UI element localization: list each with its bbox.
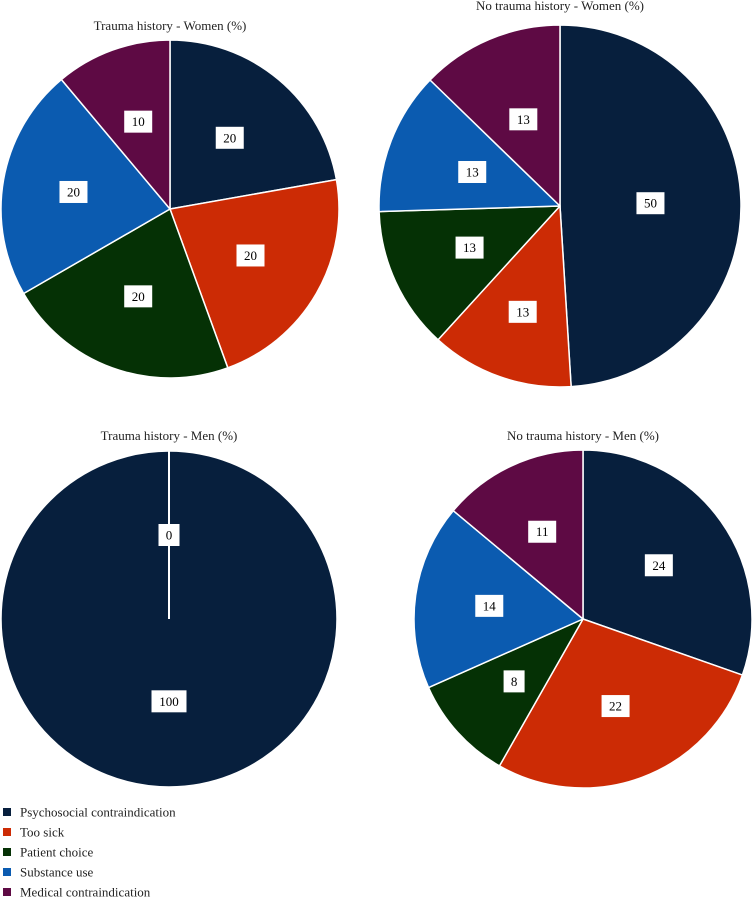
data-label: 13 [455,236,484,259]
pie-chart-3: Trauma history - Men (%) 100 0 [0,428,338,788]
data-label: 20 [59,180,88,203]
data-label-box [124,110,153,133]
data-label: 24 [644,554,673,577]
data-label-box [636,192,665,215]
data-label-text: 13 [463,240,476,255]
legend-item-patient-choice: Patient choice [3,845,94,860]
chart-title: No trauma history - Women (%) [476,0,644,13]
legend: Psychosocial contraindication Too sick Pat… [3,805,176,898]
data-label-box [158,524,180,546]
data-label-text: 22 [609,699,622,714]
pie-slice-psychosocial-contraindication [169,39,338,210]
pie-slice-medical-contraindication [60,39,171,210]
data-label: 20 [124,285,153,308]
pie-slice-too-sick [437,205,572,388]
pie-charts: Trauma history - Women (%) 20 20 20 20 10 No t… [0,0,752,789]
data-label: 100 [151,690,187,713]
data-label-box [644,554,673,577]
legend-swatch [3,808,11,816]
legend-label: Patient choice [20,845,94,860]
data-label: 13 [508,300,537,323]
pie-chart-4: No trauma history - Men (%) 24 22 8 14 11 [413,428,752,789]
data-label-box [508,300,537,323]
data-label-box [215,126,244,149]
data-label-text: 14 [483,598,497,613]
data-label-text: 0 [166,528,173,543]
pie-chart-1: Trauma history - Women (%) 20 20 20 20 10 [0,18,340,379]
data-label-text: 13 [516,304,529,319]
data-label-text: 11 [536,524,549,539]
legend-item-medical-contraindication: Medical contraindication [3,885,151,898]
data-label-box [151,690,187,713]
data-label: 0 [158,524,180,546]
data-label-text: 100 [159,694,179,709]
data-label-text: 20 [132,289,145,304]
legend-swatch [3,888,11,896]
pie-slice-medical-contraindication [452,449,584,620]
data-label: 13 [458,160,487,183]
data-label-box [528,520,557,543]
legend-label: Psychosocial contraindication [20,805,176,820]
data-label: 8 [503,670,525,693]
pie-slice-patient-choice [378,205,561,341]
legend-swatch [3,868,11,876]
data-label-text: 10 [132,114,145,129]
data-label-box [509,108,538,131]
data-label: 20 [236,244,265,267]
data-label-box [475,594,504,617]
data-label-text: 20 [223,130,236,145]
data-label-box [601,695,630,718]
data-label: 22 [601,695,630,718]
data-label: 10 [124,110,153,133]
chart-title: Trauma history - Women (%) [94,18,247,33]
legend-item-too-sick: Too sick [3,825,65,840]
legend-label: Medical contraindication [20,885,151,898]
data-label-text: 20 [67,184,80,199]
pie-slice-too-sick [169,178,340,369]
data-label-text: 13 [517,112,530,127]
legend-label: Too sick [20,825,65,840]
legend-swatch [3,828,11,836]
data-label-box [503,670,525,693]
legend-item-psychosocial-contraindication: Psychosocial contraindication [3,805,176,820]
data-label: 50 [636,192,665,215]
data-label-text: 50 [644,196,657,211]
data-label: 14 [475,594,504,617]
pie-slice-medical-contraindication [429,24,561,207]
data-label-text: 24 [652,558,666,573]
data-label-box [124,285,153,308]
pie-chart-2: No trauma history - Women (%) 50 13 13 13 13 [378,0,742,388]
pie-slice-substance-use [378,79,561,213]
data-label-text: 20 [244,248,257,263]
chart-title: No trauma history - Men (%) [507,428,659,443]
data-label: 20 [215,126,244,149]
data-label-text: 13 [466,164,479,179]
data-label: 11 [528,520,557,543]
data-label-box [458,160,487,183]
data-label: 13 [509,108,538,131]
legend-swatch [3,848,11,856]
chart-title: Trauma history - Men (%) [101,428,238,443]
data-label-box [59,180,88,203]
data-label-box [236,244,265,267]
legend-label: Substance use [20,865,94,880]
data-label-box [455,236,484,259]
legend-item-substance-use: Substance use [3,865,94,880]
data-label-text: 8 [511,674,518,689]
pie-slice-patient-choice [427,618,584,767]
